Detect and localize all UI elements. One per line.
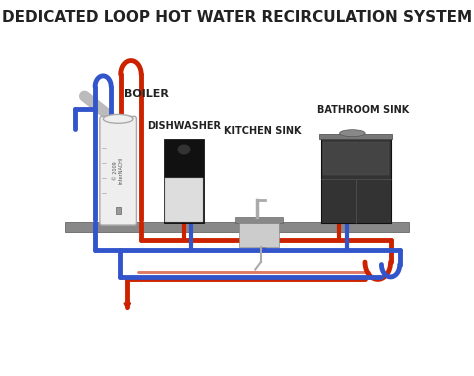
FancyBboxPatch shape: [239, 223, 279, 247]
FancyBboxPatch shape: [323, 142, 389, 175]
Ellipse shape: [103, 114, 133, 123]
FancyBboxPatch shape: [65, 221, 409, 232]
Ellipse shape: [339, 130, 365, 136]
Text: BATHROOM SINK: BATHROOM SINK: [317, 105, 409, 115]
FancyBboxPatch shape: [100, 117, 137, 225]
FancyBboxPatch shape: [164, 178, 203, 221]
Ellipse shape: [178, 144, 191, 155]
FancyBboxPatch shape: [321, 136, 391, 223]
Text: BOILER: BOILER: [124, 89, 169, 99]
Text: KITCHEN SINK: KITCHEN SINK: [224, 126, 301, 136]
FancyBboxPatch shape: [235, 217, 283, 223]
Text: DEDICATED LOOP HOT WATER RECIRCULATION SYSTEM: DEDICATED LOOP HOT WATER RECIRCULATION S…: [2, 10, 472, 25]
Text: DISHWASHER: DISHWASHER: [147, 121, 221, 131]
FancyBboxPatch shape: [164, 139, 204, 223]
FancyBboxPatch shape: [319, 134, 392, 139]
FancyBboxPatch shape: [116, 207, 121, 214]
Text: © 2009
InterNACHI: © 2009 InterNACHI: [113, 157, 124, 184]
